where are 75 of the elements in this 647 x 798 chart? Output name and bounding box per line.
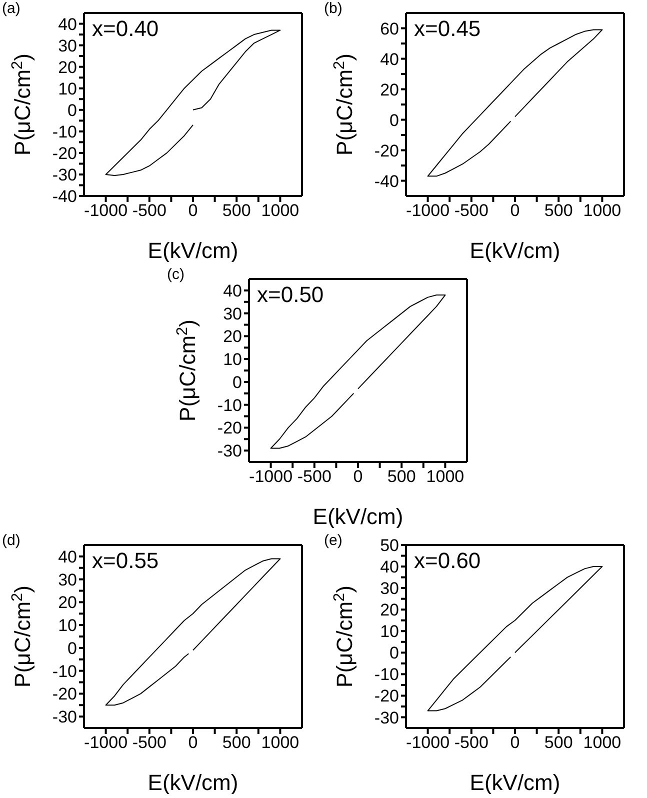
y-tick-label: 40 <box>58 547 77 566</box>
y-tick-label: 50 <box>380 536 399 556</box>
text: (d) <box>2 532 20 549</box>
y-tick-label: -30 <box>217 442 242 461</box>
x-tick-label: -1000 <box>84 733 128 752</box>
y-tick-label: -30 <box>52 708 77 727</box>
annotation: x=0.40 <box>92 16 159 42</box>
x-tick-label: 500 <box>222 733 251 752</box>
y-tick-label: -20 <box>374 686 399 706</box>
y-tick-label: 0 <box>68 100 77 120</box>
x-tick-label: -500 <box>454 201 488 220</box>
x-tick-label: 1000 <box>583 733 622 752</box>
y-tick-label: -20 <box>52 144 77 163</box>
x-tick-label: 1000 <box>426 467 464 486</box>
y-tick-label: -10 <box>217 396 242 415</box>
x-tick-label: 0 <box>188 733 198 752</box>
text: (e) <box>324 532 342 549</box>
y-tick-label: 30 <box>58 36 77 56</box>
y-tick-label: 30 <box>380 579 399 598</box>
y-tick-label: 40 <box>380 558 399 577</box>
y-tick-label: 0 <box>390 644 399 663</box>
annotation: x=0.45 <box>414 16 481 42</box>
x-tick-label: -1000 <box>406 201 450 220</box>
y-tick-label: 20 <box>223 327 242 346</box>
y-tick-label: 10 <box>223 350 242 370</box>
y-tick-label: 10 <box>58 79 77 98</box>
x-tick-label: 500 <box>387 467 416 486</box>
y-tick-label: 10 <box>380 622 399 642</box>
x-tick-label: -1000 <box>84 201 128 220</box>
y-tick-label: 0 <box>390 110 399 130</box>
x-tick-label: -500 <box>132 733 166 752</box>
x-tick-label: -500 <box>132 201 166 220</box>
text: (c) <box>167 266 184 283</box>
x-tick-label: 500 <box>222 201 251 220</box>
x-tick-label: -500 <box>454 733 488 752</box>
y-tick-label: 20 <box>58 58 77 77</box>
x-tick-label: -1000 <box>406 733 450 752</box>
y-tick-label: -40 <box>374 172 399 191</box>
y-tick-label: 40 <box>58 14 77 34</box>
y-tick-label: -10 <box>374 665 399 684</box>
y-tick-label: -10 <box>52 122 77 142</box>
y-tick-label: -10 <box>52 662 77 681</box>
y-tick-label: 10 <box>58 616 77 636</box>
y-tick-label: 20 <box>380 600 399 620</box>
y-tick-label: 60 <box>380 19 399 38</box>
y-tick-label: 30 <box>58 570 77 590</box>
y-tick-label: 20 <box>380 80 399 100</box>
x-tick-label: 0 <box>188 201 198 220</box>
x-tick-label: 0 <box>510 733 520 752</box>
x-tick-label: -1000 <box>249 467 293 486</box>
x-tick-label: 500 <box>544 733 573 752</box>
y-tick-label: -40 <box>52 187 77 206</box>
x-tick-label: 0 <box>510 201 520 220</box>
x-tick-label: 1000 <box>261 733 300 752</box>
x-tick-label: 500 <box>544 201 573 220</box>
text: (b) <box>324 0 342 17</box>
text: (a) <box>2 0 20 17</box>
y-tick-label: 40 <box>380 50 399 69</box>
annotation: x=0.60 <box>414 548 481 574</box>
y-tick-label: 0 <box>68 638 77 658</box>
x-tick-label: 1000 <box>583 201 622 220</box>
y-tick-label: -20 <box>374 141 399 160</box>
annotation: x=0.55 <box>92 548 159 574</box>
y-tick-label: 40 <box>223 281 242 300</box>
annotation: x=0.50 <box>257 282 324 308</box>
y-tick-label: -20 <box>217 418 242 438</box>
y-tick-label: 20 <box>58 593 77 612</box>
y-tick-label: 30 <box>223 304 242 324</box>
y-tick-label: -20 <box>52 684 77 704</box>
y-tick-label: -30 <box>374 708 399 728</box>
x-tick-label: 0 <box>353 467 363 486</box>
y-tick-label: 0 <box>232 372 242 392</box>
x-tick-label: -500 <box>297 467 332 486</box>
y-tick-label: -30 <box>52 166 77 185</box>
x-tick-label: 1000 <box>261 201 300 220</box>
